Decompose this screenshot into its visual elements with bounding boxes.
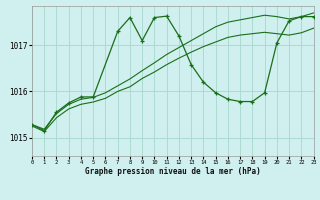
X-axis label: Graphe pression niveau de la mer (hPa): Graphe pression niveau de la mer (hPa) — [85, 167, 261, 176]
